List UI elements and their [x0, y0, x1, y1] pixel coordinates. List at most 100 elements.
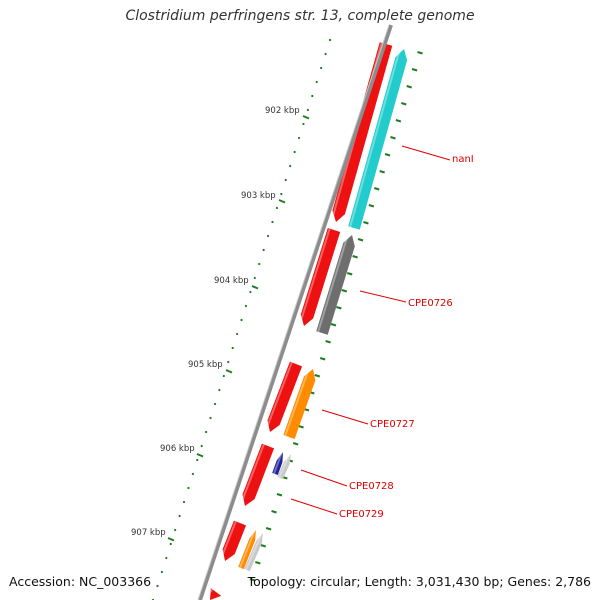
- scale-dot: [222, 374, 225, 378]
- label-connectors: [290, 145, 451, 515]
- feature-CPE0728-body: [272, 452, 283, 476]
- scale-dot: [297, 136, 301, 140]
- gc-tick: [260, 544, 267, 548]
- scale-dot: [328, 38, 332, 42]
- feature-red-3-body: [267, 361, 303, 432]
- feature-small-silver-body: [244, 533, 263, 572]
- feature-CPE0728b: [277, 453, 292, 480]
- feature-red-3: [264, 361, 303, 432]
- gc-tick: [368, 204, 375, 208]
- scale-labels: 902 kbp 903 kbp 904 kbp 905 kbp 906 kbp …: [131, 106, 300, 538]
- gc-tick: [292, 442, 299, 446]
- gc-tick: [255, 561, 261, 565]
- gc-tick: [363, 221, 369, 225]
- scale-label-906: 906 kbp: [160, 444, 195, 454]
- scale-tick: [167, 537, 175, 542]
- feature-red-6-shine: [205, 588, 214, 598]
- gc-tick: [357, 238, 364, 242]
- feature-CPE0726-shine: [317, 233, 350, 333]
- scale-dot: [196, 458, 199, 462]
- scale-dot: [182, 500, 186, 504]
- feature-red-2-shine: [298, 228, 331, 325]
- feature-nanI-shine: [349, 47, 402, 228]
- gc-tick: [411, 68, 418, 72]
- scale-tick: [278, 199, 286, 204]
- feature-red-6-body: [210, 588, 222, 600]
- gene-label-CPE0728[interactable]: CPE0728: [349, 481, 394, 492]
- scale-dot: [315, 80, 318, 84]
- scale-dot: [253, 276, 256, 280]
- scale-dot: [289, 164, 292, 168]
- scale-dot: [187, 486, 190, 490]
- gc-tick: [319, 357, 326, 361]
- label-connector: [321, 409, 369, 425]
- gc-ticks: [249, 51, 423, 582]
- scale-dot: [178, 514, 181, 518]
- gc-tick: [379, 170, 385, 174]
- gc-tick: [325, 340, 331, 344]
- scale-dot: [191, 472, 194, 476]
- feature-small-silver: [244, 532, 264, 572]
- scale-dot: [213, 402, 217, 406]
- gc-tick: [395, 119, 402, 123]
- scale-dot: [200, 444, 203, 448]
- gc-tick: [341, 289, 348, 293]
- feature-CPE0728-shine: [273, 451, 284, 475]
- scale-dot: [160, 570, 163, 574]
- gene-labels: nanI CPE0726 CPE0727 CPE0728 CPE0729: [339, 154, 474, 520]
- gc-tick: [346, 272, 353, 276]
- feature-red-4: [239, 443, 275, 506]
- gc-tick: [384, 153, 391, 157]
- scale-dot: [240, 318, 243, 322]
- feature-CPE0726-body: [316, 235, 355, 335]
- scale-label-903: 903 kbp: [241, 191, 276, 201]
- scale-tick: [302, 115, 310, 120]
- scale-dot: [244, 304, 248, 308]
- feature-red-2: [298, 228, 341, 326]
- label-connector: [359, 290, 407, 303]
- feature-CPE0728: [272, 451, 284, 476]
- scale-dot: [271, 220, 274, 224]
- feature-CPE0727-body: [283, 369, 316, 439]
- scale-dot: [174, 528, 177, 532]
- scale-dot: [231, 346, 234, 350]
- gc-tick: [330, 323, 337, 327]
- gc-tick: [406, 85, 412, 89]
- gene-label-nanI[interactable]: nanI: [452, 154, 474, 165]
- scale-dot: [235, 332, 239, 336]
- scale-dot: [165, 556, 168, 560]
- gene-label-CPE0726[interactable]: CPE0726: [408, 298, 453, 309]
- gene-label-CPE0727[interactable]: CPE0727: [370, 419, 415, 430]
- feature-small-orange: [238, 529, 256, 570]
- gc-tick: [265, 527, 272, 531]
- gc-tick: [271, 510, 277, 514]
- scale-label-907: 907 kbp: [131, 528, 166, 538]
- feature-red-1-body: [332, 42, 393, 223]
- feature-red-3-shine: [264, 362, 293, 431]
- feature-small-silver-shine: [245, 532, 264, 570]
- scale-dot: [262, 248, 265, 252]
- gc-tick: [373, 187, 380, 191]
- feature-red-5: [219, 520, 247, 561]
- feature-small-orange-body: [238, 530, 256, 570]
- scale-dots: [151, 38, 332, 600]
- label-connector: [401, 145, 451, 161]
- scale-dot: [324, 52, 327, 56]
- scale-dot: [218, 388, 221, 392]
- scale-dot: [266, 234, 270, 238]
- feature-CPE0726: [316, 233, 355, 335]
- scale-label-905: 905 kbp: [188, 360, 223, 370]
- gene-features: [205, 42, 408, 600]
- scale-dot: [209, 416, 212, 420]
- gene-label-CPE0729[interactable]: CPE0729: [339, 509, 384, 520]
- feature-red-2-body: [300, 228, 341, 326]
- label-connector: [290, 498, 338, 515]
- scale-dot: [275, 206, 279, 210]
- genome-backbone-highlight: [197, 24, 390, 600]
- gc-tick: [352, 255, 358, 259]
- scale-dot: [320, 66, 323, 70]
- scale-dot: [169, 542, 172, 546]
- scale-label-904: 904 kbp: [214, 276, 249, 286]
- genome-backbone: [198, 24, 393, 600]
